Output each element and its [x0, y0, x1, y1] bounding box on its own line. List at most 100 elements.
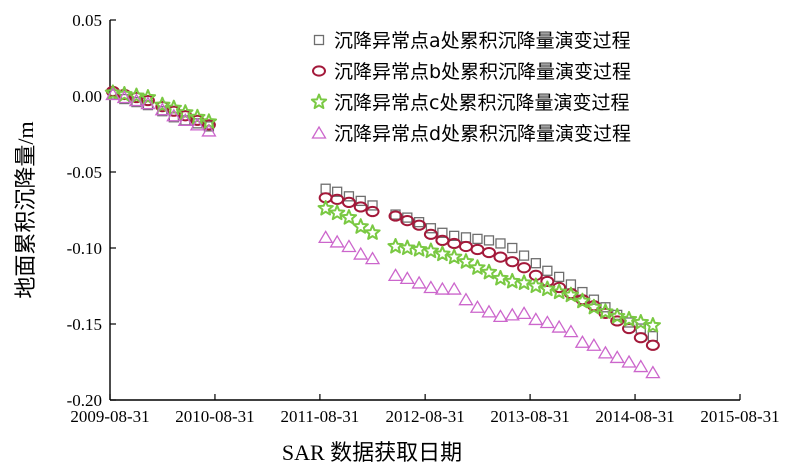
series-star [104, 84, 662, 333]
triangle-point [574, 334, 591, 348]
y-tick-label: 0.05 [72, 11, 102, 30]
square-point [355, 195, 366, 207]
y-axis-title: 地面累积沉降量/m [13, 121, 38, 298]
triangle-point [609, 350, 625, 364]
x-tick-label: 2010-08-31 [175, 407, 254, 426]
y-tick-label: -0.15 [67, 315, 102, 334]
triangle-point [516, 306, 532, 320]
star-point [352, 218, 369, 234]
star-point [644, 317, 662, 333]
star-point [410, 241, 428, 257]
triangle-point [621, 354, 637, 368]
triangle-point [551, 319, 567, 333]
star-point [189, 108, 206, 125]
star-point [446, 248, 463, 265]
legend-item: 沉降异常点b处累积沉降量演变过程 [312, 61, 631, 83]
triangle-point [586, 338, 602, 351]
triangle-point [387, 268, 404, 282]
series-triangle [105, 87, 661, 379]
circle-point [493, 251, 508, 263]
legend: 沉降异常点a处累积沉降量演变过程沉降异常点b处累积沉降量演变过程沉降异常点c处累… [310, 30, 631, 145]
square-point [518, 250, 530, 261]
square-point [367, 200, 378, 211]
x-tick-label: 2012-08-31 [385, 407, 464, 426]
star-point [434, 245, 451, 262]
y-tick-label: -0.20 [67, 391, 102, 410]
triangle-point [353, 246, 369, 260]
triangle-point [201, 123, 217, 137]
legend-label: 沉降异常点b处累积沉降量演变过程 [334, 61, 631, 83]
triangle-point [116, 90, 133, 104]
triangle-point [563, 324, 579, 338]
tick-labels: 2009-08-31 2010-08-31 2011-08-31 2012-08-31… [67, 11, 780, 426]
square-point [542, 265, 553, 276]
triangle-point [329, 234, 345, 248]
square-point [343, 191, 355, 202]
triangle-point [492, 309, 509, 323]
legend-label: 沉降异常点c处累积沉降量演变过程 [334, 92, 629, 114]
triangle-point [399, 271, 415, 285]
x-tick-label: 2014-08-31 [595, 407, 674, 426]
triangle-point [469, 300, 486, 313]
triangle-point [364, 251, 381, 265]
triangle-point [318, 230, 334, 244]
legend-star-icon [310, 93, 328, 110]
legend-item: 沉降异常点d处累积沉降量演变过程 [311, 123, 631, 145]
triangle-point [341, 239, 357, 253]
circle-point [610, 315, 625, 327]
circle-point [412, 219, 427, 231]
star-point [574, 292, 591, 309]
square-point [507, 242, 518, 254]
star-point [539, 280, 556, 297]
square-point [449, 230, 460, 241]
star-point [480, 263, 498, 280]
triangle-point [105, 87, 121, 101]
star-point [515, 274, 533, 291]
star-point [527, 277, 544, 294]
axes [109, 19, 741, 401]
square-point [483, 235, 495, 246]
star-point [165, 99, 182, 116]
star-point [387, 237, 404, 254]
circle-point [353, 201, 368, 213]
triangle-point [458, 292, 474, 306]
circle-point [400, 215, 415, 227]
star-point [457, 253, 475, 269]
triangle-point [177, 113, 193, 126]
square-point [647, 331, 659, 342]
triangle-point [446, 281, 462, 295]
square-point [390, 209, 401, 220]
circle-point [517, 262, 532, 274]
star-point [609, 307, 626, 324]
square-point [425, 223, 437, 234]
x-tick-label: 2015-08-31 [700, 407, 779, 426]
legend-square-icon [313, 34, 325, 46]
triangle-point [140, 96, 156, 110]
circle-point [481, 246, 496, 259]
star-point [116, 85, 133, 102]
x-axis-title: SAR 数据获取日期 [282, 440, 462, 465]
star-point [422, 242, 440, 259]
square-point [472, 233, 483, 245]
star-point [492, 269, 509, 286]
star-point [317, 199, 334, 216]
triangle-point [539, 315, 555, 329]
star-point [551, 283, 568, 300]
star-point [469, 259, 486, 275]
square-point [437, 227, 448, 238]
square-point [600, 302, 611, 313]
triangle-point [411, 275, 427, 289]
star-point [104, 84, 122, 101]
triangle-point [128, 93, 145, 107]
star-point [177, 104, 194, 120]
triangle-point [423, 280, 439, 294]
star-point [399, 239, 416, 256]
circle-point [423, 228, 438, 240]
square-point [320, 183, 331, 194]
x-tick-label: 2011-08-31 [281, 407, 360, 426]
data-points [104, 84, 662, 379]
star-point [504, 272, 521, 289]
circle-point [201, 119, 216, 131]
circle-point [458, 240, 473, 253]
square-point [553, 271, 565, 283]
